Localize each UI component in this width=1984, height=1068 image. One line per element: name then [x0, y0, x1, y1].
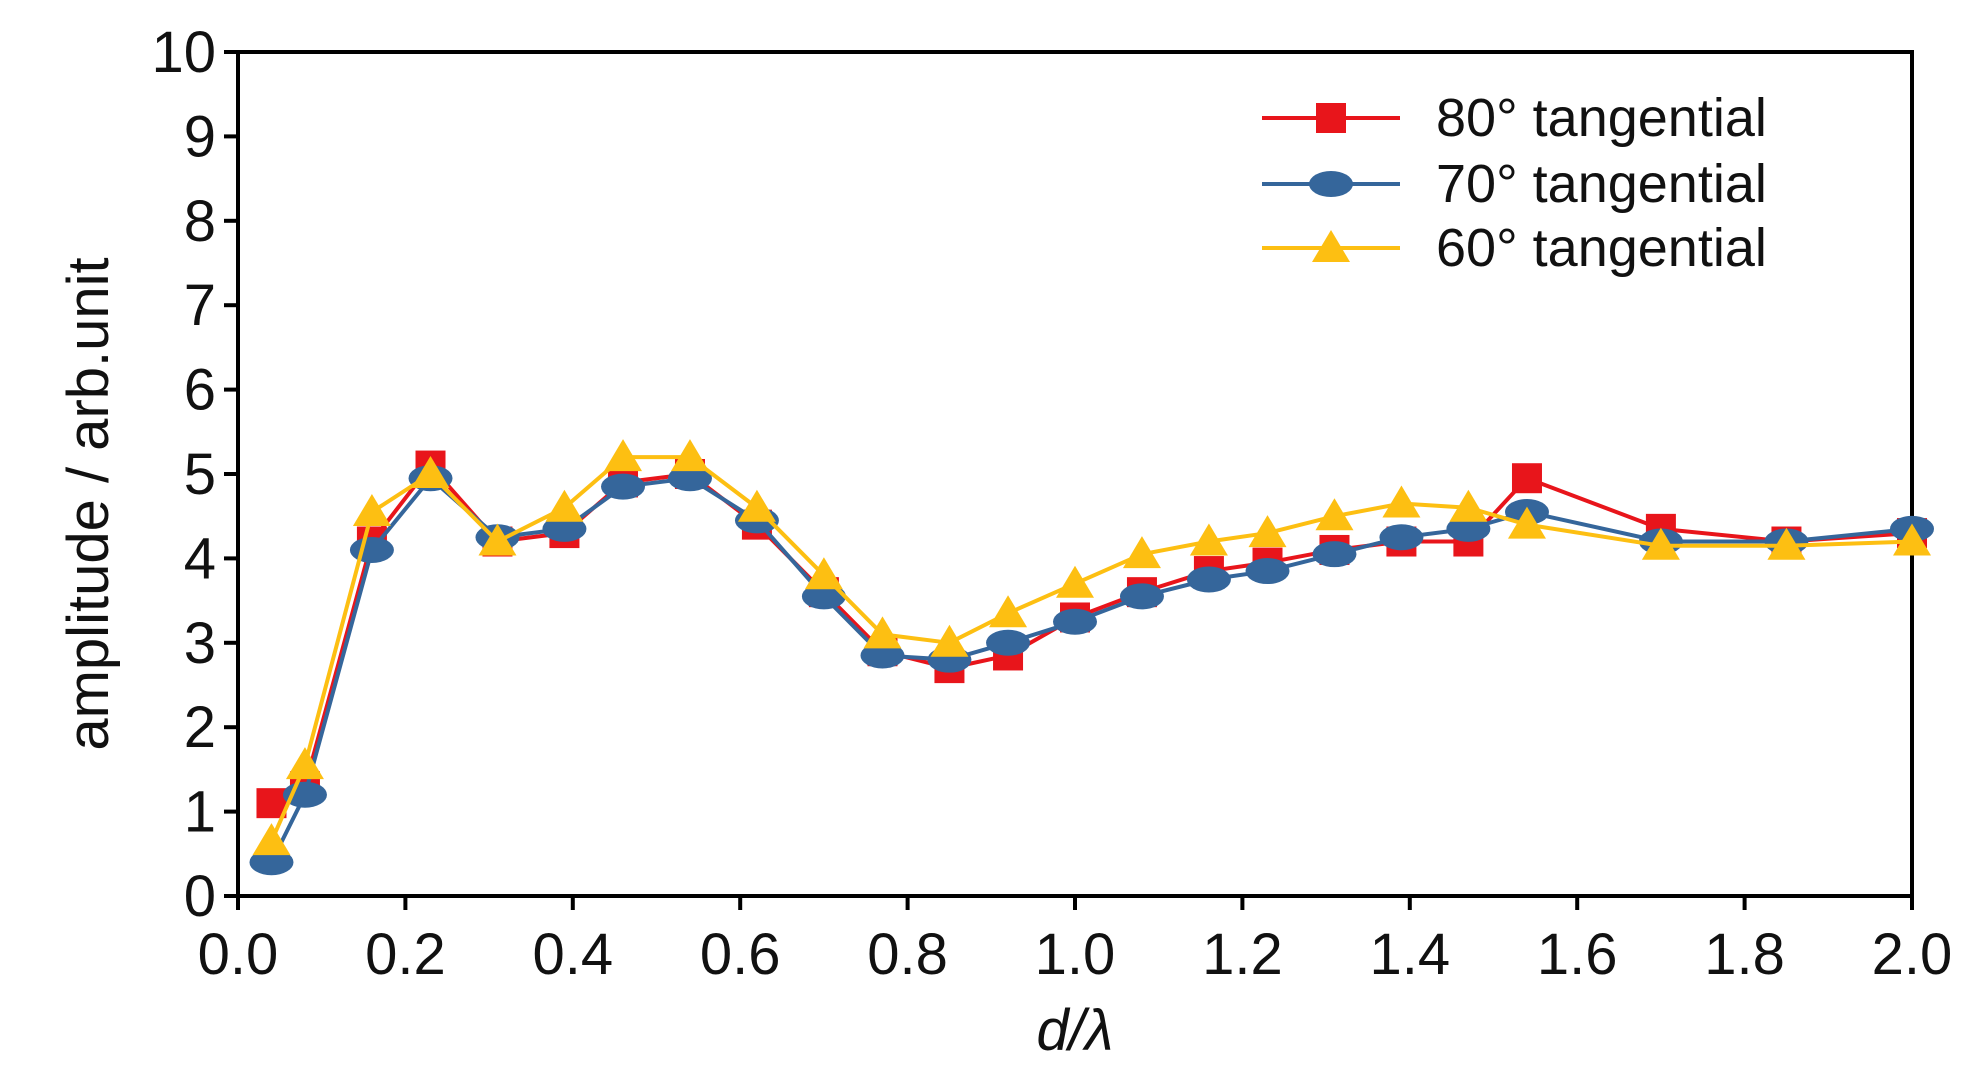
y-tick-label: 9: [184, 104, 216, 169]
x-tick-label: 1.6: [1537, 922, 1618, 987]
data-point: [1511, 463, 1542, 494]
y-axis-title: amplitude / arb.unit: [56, 257, 121, 750]
data-point: [1122, 536, 1161, 569]
legend-label: 60° tangential: [1436, 218, 1767, 278]
legend-entry: 70° tangential: [1262, 154, 1767, 214]
x-tick-label: 1.8: [1704, 922, 1785, 987]
plot-frame: [236, 50, 1914, 898]
data-point: [1446, 515, 1491, 542]
data-point: [804, 557, 843, 590]
data-point: [1056, 565, 1094, 598]
y-tick-label: 2: [184, 695, 216, 760]
data-point: [1449, 489, 1488, 522]
y-tick-label: 0: [184, 864, 216, 929]
data-point: [1119, 583, 1164, 610]
data-point: [1053, 608, 1097, 635]
data-point: [478, 523, 517, 556]
data-point: [411, 456, 450, 488]
x-tick-label: 0.0: [198, 922, 279, 987]
series-layer: [249, 439, 1934, 876]
data-point: [1189, 523, 1228, 556]
x-tick-label: 0.4: [532, 922, 613, 987]
y-tick-label: 3: [184, 611, 216, 676]
x-tick-label: 0.2: [365, 922, 446, 987]
data-point: [542, 515, 587, 542]
data-point: [1312, 541, 1357, 568]
data-point: [930, 624, 969, 657]
data-point: [1767, 527, 1806, 560]
data-point: [249, 849, 294, 876]
x-tick-label: 1.2: [1202, 922, 1283, 987]
series-square: [256, 450, 1927, 819]
data-point: [601, 473, 646, 500]
y-tick-label: 1: [184, 780, 216, 845]
data-point: [1186, 566, 1231, 593]
series-ellipse: [249, 465, 1934, 876]
legend-marker: [1312, 230, 1350, 262]
x-tick-label: 2.0: [1872, 922, 1953, 987]
data-point: [1893, 523, 1931, 556]
data-point: [1641, 527, 1680, 560]
data-point: [1248, 515, 1287, 548]
axis-ticks: 0.0 0.2 0.4 0.6 0.8 1.0 1.2 1.4 1.6 1.8 2.0 0 1 2 3 4 5 6…: [151, 20, 1952, 987]
y-tick-label: 8: [184, 189, 216, 254]
x-tick-label: 0.6: [700, 922, 781, 987]
data-point: [545, 489, 584, 522]
x-axis-title: d/λ: [1037, 998, 1114, 1063]
legend-marker: [1316, 103, 1346, 133]
data-point: [986, 629, 1031, 656]
data-point: [349, 536, 394, 563]
y-tick-label: 6: [184, 358, 216, 423]
data-point: [863, 616, 902, 649]
data-point: [737, 489, 776, 522]
legend-entry: 60° tangential: [1262, 218, 1767, 278]
data-point: [1315, 498, 1354, 531]
data-point: [1507, 506, 1546, 539]
x-tick-label: 0.8: [867, 922, 948, 987]
data-point: [252, 823, 291, 856]
legend-label: 70° tangential: [1436, 154, 1767, 214]
y-tick-label: 4: [184, 526, 216, 591]
data-point: [860, 642, 905, 669]
data-point: [352, 493, 391, 526]
y-tick-label: 10: [151, 20, 216, 85]
data-point: [670, 439, 709, 472]
data-point: [989, 595, 1028, 628]
data-point: [1379, 524, 1424, 551]
data-point: [256, 788, 287, 819]
legend-marker: [1309, 171, 1353, 197]
data-point: [1382, 485, 1421, 518]
y-tick-label: 5: [184, 442, 216, 507]
data-point: [285, 747, 324, 780]
x-tick-label: 1.4: [1369, 922, 1450, 987]
data-point: [801, 583, 846, 610]
series-triangle: [252, 439, 1931, 856]
data-point: [1245, 558, 1290, 585]
data-point: [604, 439, 643, 472]
y-tick-label: 7: [184, 273, 216, 338]
legend-entry: 80° tangential: [1262, 88, 1767, 148]
data-point: [667, 465, 712, 492]
legend-label: 80° tangential: [1436, 88, 1767, 148]
x-tick-label: 1.0: [1035, 922, 1116, 987]
